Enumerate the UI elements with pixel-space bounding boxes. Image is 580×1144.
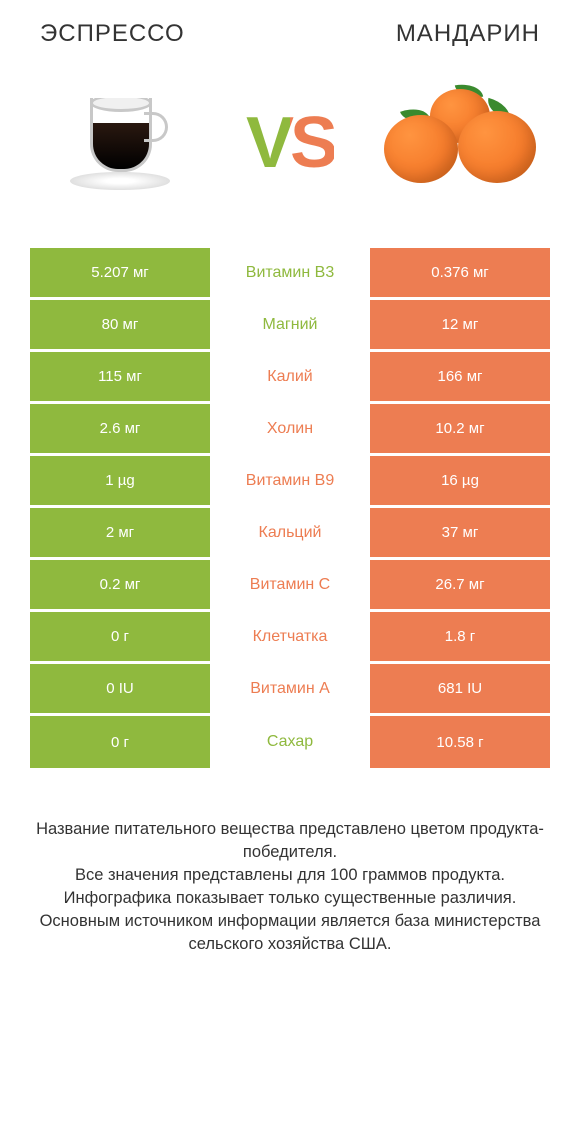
nutrient-label: Калий bbox=[210, 352, 370, 401]
nutrient-label: Сахар bbox=[210, 716, 370, 768]
nutrient-label: Витамин B9 bbox=[210, 456, 370, 505]
right-value-cell: 16 µg bbox=[370, 456, 550, 505]
nutrient-label: Витамин C bbox=[210, 560, 370, 609]
left-value-cell: 1 µg bbox=[30, 456, 210, 505]
footer-text: Название питательного вещества представл… bbox=[30, 818, 550, 957]
nutrient-label: Кальций bbox=[210, 508, 370, 557]
title-left: ЭСПРЕССО bbox=[40, 20, 185, 48]
nutrient-label: Витамин B3 bbox=[210, 248, 370, 297]
left-value-cell: 0 г bbox=[30, 716, 210, 768]
mandarin-illustration bbox=[380, 78, 540, 208]
right-value-cell: 166 мг bbox=[370, 352, 550, 401]
footer-line: Все значения представлены для 100 граммо… bbox=[35, 864, 545, 887]
left-value-cell: 0.2 мг bbox=[30, 560, 210, 609]
nutrient-label: Витамин A bbox=[210, 664, 370, 713]
left-value-cell: 2.6 мг bbox=[30, 404, 210, 453]
infographic-container: ЭСПРЕССО MАНДАРИН VS 5.207 мгВитамин B30… bbox=[0, 0, 580, 1144]
vs-label: VS bbox=[246, 102, 334, 184]
table-row: 80 мгМагний12 мг bbox=[30, 300, 550, 352]
nutrient-label: Холин bbox=[210, 404, 370, 453]
footer-line: Инфографика показывает только существенн… bbox=[35, 887, 545, 910]
table-row: 0 IUВитамин A681 IU bbox=[30, 664, 550, 716]
right-value-cell: 12 мг bbox=[370, 300, 550, 349]
nutrient-label: Клетчатка bbox=[210, 612, 370, 661]
table-row: 1 µgВитамин B916 µg bbox=[30, 456, 550, 508]
left-value-cell: 80 мг bbox=[30, 300, 210, 349]
table-row: 0.2 мгВитамин C26.7 мг bbox=[30, 560, 550, 612]
footer-line: Основным источником информации является … bbox=[35, 910, 545, 956]
espresso-illustration bbox=[40, 78, 200, 208]
table-row: 2 мгКальций37 мг bbox=[30, 508, 550, 560]
left-value-cell: 5.207 мг bbox=[30, 248, 210, 297]
nutrient-label: Магний bbox=[210, 300, 370, 349]
images-row: VS bbox=[30, 78, 550, 208]
right-value-cell: 0.376 мг bbox=[370, 248, 550, 297]
left-value-cell: 2 мг bbox=[30, 508, 210, 557]
table-row: 5.207 мгВитамин B30.376 мг bbox=[30, 248, 550, 300]
footer-line: Название питательного вещества представл… bbox=[35, 818, 545, 864]
header-row: ЭСПРЕССО MАНДАРИН bbox=[30, 20, 550, 48]
table-row: 115 мгКалий166 мг bbox=[30, 352, 550, 404]
right-value-cell: 10.2 мг bbox=[370, 404, 550, 453]
left-value-cell: 0 IU bbox=[30, 664, 210, 713]
left-value-cell: 0 г bbox=[30, 612, 210, 661]
right-value-cell: 681 IU bbox=[370, 664, 550, 713]
nutrient-table: 5.207 мгВитамин B30.376 мг80 мгМагний12 … bbox=[30, 248, 550, 768]
right-value-cell: 26.7 мг bbox=[370, 560, 550, 609]
table-row: 0 гСахар10.58 г bbox=[30, 716, 550, 768]
table-row: 2.6 мгХолин10.2 мг bbox=[30, 404, 550, 456]
right-value-cell: 1.8 г bbox=[370, 612, 550, 661]
right-value-cell: 10.58 г bbox=[370, 716, 550, 768]
title-right: MАНДАРИН bbox=[396, 20, 540, 48]
right-value-cell: 37 мг bbox=[370, 508, 550, 557]
left-value-cell: 115 мг bbox=[30, 352, 210, 401]
table-row: 0 гКлетчатка1.8 г bbox=[30, 612, 550, 664]
